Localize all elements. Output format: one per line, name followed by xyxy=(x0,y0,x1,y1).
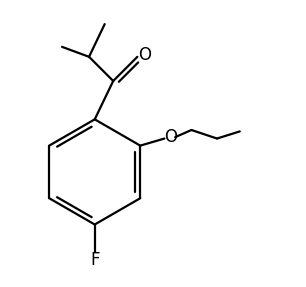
Text: F: F xyxy=(90,251,99,269)
Text: O: O xyxy=(138,46,151,64)
Text: O: O xyxy=(164,128,177,146)
